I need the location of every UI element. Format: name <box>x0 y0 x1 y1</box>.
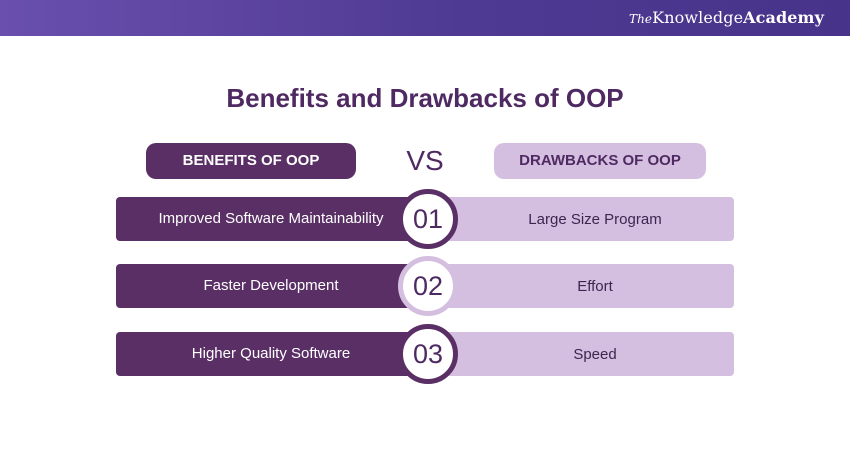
number-badge-3: 03 <box>398 324 458 384</box>
drawback-row-2: Effort <box>426 264 734 308</box>
benefit-row-3: Higher Quality Software <box>116 332 426 376</box>
page-title: Benefits and Drawbacks of OOP <box>226 83 624 113</box>
benefit-row-2: Faster Development <box>116 264 426 308</box>
number-text-3: 03 <box>412 338 444 369</box>
number-badge-1: 01 <box>398 189 458 249</box>
drawbacks-header-pill: DRAWBACKS OF OOP <box>494 143 706 179</box>
brand-knowledge: Knowledge <box>652 8 744 27</box>
drawback-text-3: Speed <box>573 345 617 363</box>
benefit-text-1: Improved Software Maintainability <box>158 210 384 227</box>
drawback-row-3: Speed <box>426 332 734 376</box>
brand-prefix: The <box>629 12 653 26</box>
number-text-2: 02 <box>412 270 444 301</box>
drawback-row-1: Large Size Program <box>426 197 734 241</box>
benefit-text-3: Higher Quality Software <box>191 345 351 362</box>
benefits-header-pill: BENEFITS OF OOP <box>146 143 356 179</box>
benefit-row-1: Improved Software Maintainability <box>116 197 426 241</box>
vs-label: VS <box>406 145 444 176</box>
drawback-text-1: Large Size Program <box>528 210 662 228</box>
drawback-text-2: Effort <box>577 277 613 295</box>
brand-logo: TheKnowledgeAcademy <box>629 8 824 27</box>
number-badge-2: 02 <box>398 256 458 316</box>
benefit-text-2: Faster Development <box>203 277 339 294</box>
top-banner: TheKnowledgeAcademy <box>0 0 850 36</box>
number-text-1: 01 <box>412 203 444 234</box>
brand-academy: Academy <box>743 8 824 27</box>
